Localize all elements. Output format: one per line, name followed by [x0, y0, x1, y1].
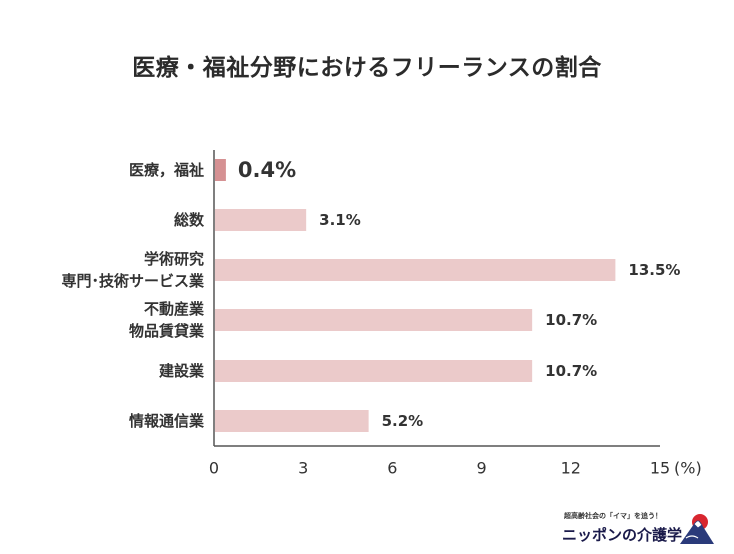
mount-fuji-sunrise-icon: [680, 514, 714, 544]
value-label-0: 0.4%: [238, 158, 296, 182]
value-label-4: 10.7%: [545, 362, 597, 380]
logo-tagline: 超高齢社会の「イマ」を追う！: [564, 512, 662, 520]
value-label-3: 10.7%: [545, 311, 597, 329]
category-label-2-line-1: 専門･技術サービス業: [61, 272, 205, 290]
x-tick-label-5: 15: [650, 459, 670, 478]
bar-3: [215, 309, 533, 331]
value-label-1: 3.1%: [319, 211, 361, 229]
bar-1: [215, 209, 307, 231]
site-logo: 超高齢社会の「イマ」を追う！ ニッポンの介護学: [560, 508, 720, 548]
bar-0: [215, 159, 226, 181]
x-tick-label-4: 12: [561, 459, 581, 478]
logo-name: ニッポンの介護学: [562, 526, 683, 544]
value-label-2: 13.5%: [628, 261, 680, 279]
x-tick-label-1: 3: [298, 459, 308, 478]
category-label-1: 総数: [174, 211, 205, 229]
x-axis-unit: (%): [674, 459, 702, 478]
x-tick-label-2: 6: [387, 459, 397, 478]
chart-title: 医療・福祉分野におけるフリーランスの割合: [132, 55, 602, 81]
category-label-4: 建設業: [159, 362, 205, 380]
category-label-3-line-1: 物品賃貸業: [129, 322, 205, 340]
x-tick-label-0: 0: [209, 459, 219, 478]
value-label-5: 5.2%: [382, 412, 424, 430]
bar-2: [215, 259, 616, 281]
x-tick-label-3: 9: [477, 459, 487, 478]
category-label-3-line-0: 不動産業: [144, 300, 205, 318]
category-label-2-line-0: 学術研究: [144, 250, 204, 268]
bar-4: [215, 360, 533, 382]
bar-5: [215, 410, 369, 432]
category-label-5: 情報通信業: [129, 412, 205, 430]
category-label-0: 医療，福祉: [129, 161, 204, 179]
